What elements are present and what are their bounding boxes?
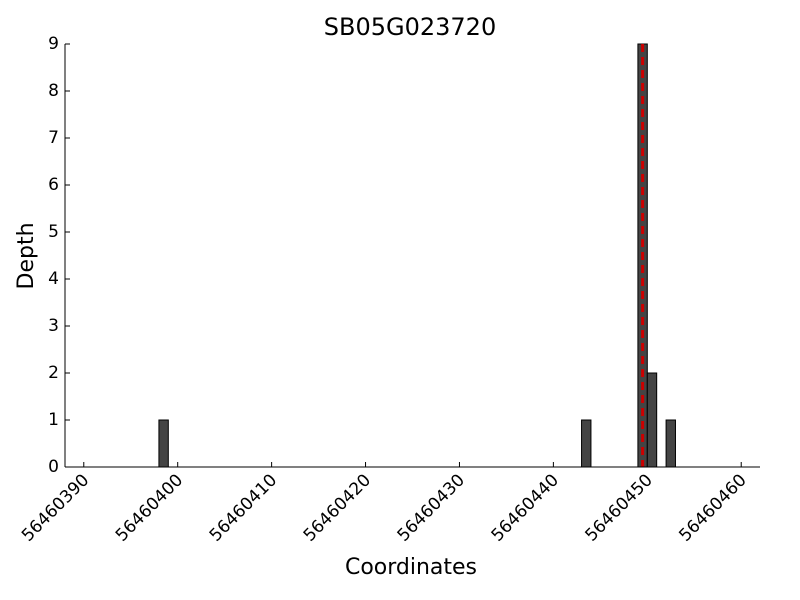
y-axis-label: Depth	[14, 222, 39, 289]
x-axis-label: Coordinates	[345, 555, 477, 580]
x-tick-label: 56460410	[206, 470, 281, 545]
y-tick-label: 2	[48, 363, 59, 383]
x-tick-label: 56460400	[112, 470, 187, 545]
x-tick-label: 56460460	[675, 470, 750, 545]
x-tick-label: 56460420	[300, 470, 375, 545]
y-tick-label: 4	[48, 269, 59, 289]
bar	[158, 419, 169, 468]
y-tick-label: 0	[48, 457, 59, 477]
chart-title: SB05G023720	[324, 13, 496, 41]
x-tick-label: 56460450	[582, 470, 657, 545]
bar	[646, 372, 658, 468]
x-tick-label: 56460390	[18, 470, 93, 545]
bar	[581, 419, 592, 468]
y-tick-label: 9	[48, 34, 59, 54]
y-tick-label: 1	[48, 410, 59, 430]
x-tick-label: 56460440	[488, 470, 563, 545]
y-tick-label: 7	[48, 128, 59, 148]
x-tick-label: 56460430	[394, 470, 469, 545]
y-tick-label: 3	[48, 316, 59, 336]
y-tick-label: 5	[48, 222, 59, 242]
y-tick-label: 8	[48, 81, 59, 101]
bar	[665, 419, 676, 468]
y-tick-label: 6	[48, 175, 59, 195]
